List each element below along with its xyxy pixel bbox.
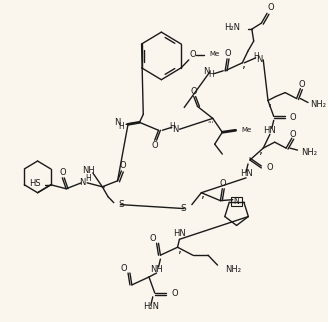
Text: N: N <box>114 118 120 127</box>
Text: HN: HN <box>240 169 253 178</box>
Text: HS: HS <box>30 179 41 188</box>
Text: O: O <box>220 179 227 188</box>
Text: H: H <box>85 174 91 183</box>
Text: ,: , <box>259 144 263 156</box>
Text: H: H <box>253 52 258 62</box>
Text: H₂N: H₂N <box>143 302 159 311</box>
Text: H: H <box>208 70 214 79</box>
Text: O: O <box>149 234 156 243</box>
Text: H: H <box>118 122 124 131</box>
Text: O: O <box>268 3 274 12</box>
Text: O: O <box>191 87 197 96</box>
Text: NH₂: NH₂ <box>301 147 317 156</box>
Text: O: O <box>299 80 306 89</box>
Text: ,: , <box>242 58 246 71</box>
Text: O: O <box>119 161 126 170</box>
Text: N: N <box>234 197 239 206</box>
Text: HN: HN <box>263 126 276 135</box>
Text: ,: , <box>201 188 205 201</box>
Text: O: O <box>189 51 196 60</box>
Text: N: N <box>204 67 210 76</box>
Text: Me: Me <box>241 127 252 133</box>
Bar <box>231 197 242 206</box>
Text: S: S <box>180 204 186 213</box>
Text: O: O <box>290 113 297 122</box>
Text: N: N <box>256 55 263 64</box>
Text: Me: Me <box>210 51 220 57</box>
Text: H: H <box>169 122 175 131</box>
Text: O: O <box>59 168 66 177</box>
Text: O: O <box>266 164 273 173</box>
Text: O: O <box>120 264 127 272</box>
Text: NH₂: NH₂ <box>225 265 241 274</box>
Text: NH: NH <box>150 265 163 274</box>
Text: N: N <box>173 125 179 134</box>
Text: S: S <box>118 200 124 209</box>
Text: O: O <box>289 130 296 139</box>
Text: N: N <box>79 178 86 187</box>
Text: H₂N: H₂N <box>224 23 240 32</box>
Text: ,: , <box>268 96 272 109</box>
Text: O: O <box>172 289 178 298</box>
Text: ,,,: ,,, <box>208 117 214 123</box>
Text: O: O <box>225 50 231 58</box>
Text: ,: , <box>102 178 106 191</box>
Text: O: O <box>152 141 158 150</box>
Text: ,: , <box>178 243 182 256</box>
Text: HN: HN <box>173 229 186 238</box>
Text: NH₂: NH₂ <box>310 100 326 109</box>
Text: NH: NH <box>83 166 95 175</box>
